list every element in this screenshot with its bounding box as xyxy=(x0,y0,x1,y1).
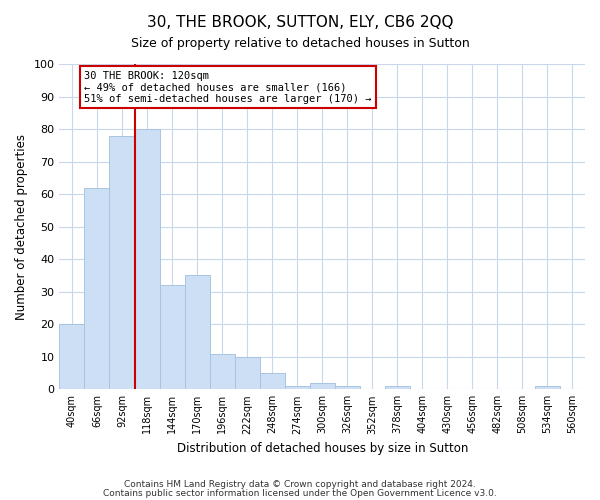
Text: Size of property relative to detached houses in Sutton: Size of property relative to detached ho… xyxy=(131,38,469,51)
Bar xyxy=(260,373,284,390)
Bar xyxy=(535,386,560,390)
Bar xyxy=(185,276,209,390)
Bar xyxy=(59,324,85,390)
Bar xyxy=(310,383,335,390)
X-axis label: Distribution of detached houses by size in Sutton: Distribution of detached houses by size … xyxy=(176,442,468,455)
Bar xyxy=(85,188,109,390)
Bar xyxy=(235,357,260,390)
Bar xyxy=(134,129,160,390)
Bar xyxy=(160,285,185,390)
Y-axis label: Number of detached properties: Number of detached properties xyxy=(15,134,28,320)
Bar xyxy=(385,386,410,390)
Text: 30, THE BROOK, SUTTON, ELY, CB6 2QQ: 30, THE BROOK, SUTTON, ELY, CB6 2QQ xyxy=(147,15,453,30)
Bar xyxy=(284,386,310,390)
Text: 30 THE BROOK: 120sqm
← 49% of detached houses are smaller (166)
51% of semi-deta: 30 THE BROOK: 120sqm ← 49% of detached h… xyxy=(85,70,372,104)
Bar xyxy=(109,136,134,390)
Text: Contains HM Land Registry data © Crown copyright and database right 2024.: Contains HM Land Registry data © Crown c… xyxy=(124,480,476,489)
Bar xyxy=(209,354,235,390)
Bar xyxy=(335,386,360,390)
Text: Contains public sector information licensed under the Open Government Licence v3: Contains public sector information licen… xyxy=(103,488,497,498)
